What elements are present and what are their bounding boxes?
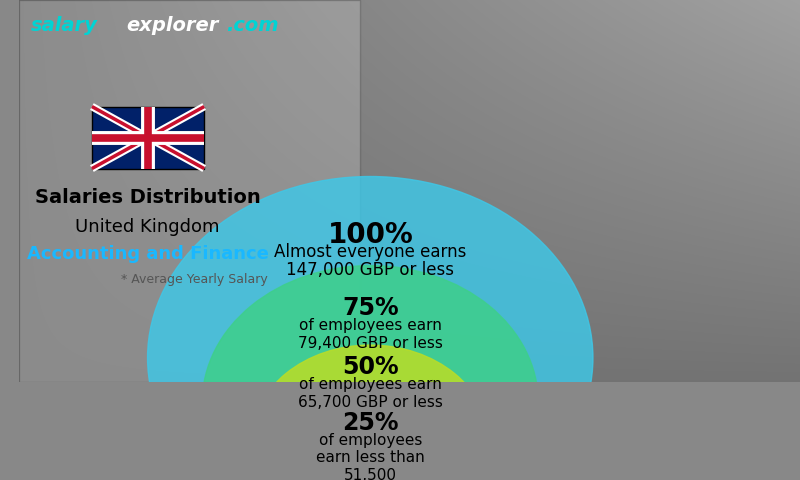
Text: * Average Yearly Salary: * Average Yearly Salary [121, 274, 268, 287]
Text: 100%: 100% [327, 220, 413, 249]
FancyBboxPatch shape [92, 107, 204, 168]
Text: 25%: 25% [342, 411, 398, 435]
Text: explorer: explorer [126, 16, 218, 35]
Text: of employees earn: of employees earn [299, 377, 442, 392]
Text: of employees earn: of employees earn [299, 319, 442, 334]
Text: United Kingdom: United Kingdom [75, 217, 220, 236]
Text: of employees: of employees [318, 433, 422, 448]
Circle shape [296, 418, 445, 480]
Circle shape [251, 345, 490, 480]
FancyBboxPatch shape [18, 0, 361, 382]
Text: 147,000 GBP or less: 147,000 GBP or less [286, 261, 454, 278]
Text: salary: salary [30, 16, 98, 35]
Circle shape [147, 177, 593, 480]
Text: Salaries Distribution: Salaries Distribution [34, 188, 261, 207]
Text: 50%: 50% [342, 355, 398, 379]
Text: Almost everyone earns: Almost everyone earns [274, 243, 466, 261]
Text: 65,700 GBP or less: 65,700 GBP or less [298, 395, 442, 410]
Text: 51,500: 51,500 [344, 468, 397, 480]
Text: 75%: 75% [342, 297, 398, 321]
Text: Accounting and Finance: Accounting and Finance [26, 245, 269, 264]
Text: .com: .com [226, 16, 278, 35]
Text: earn less than: earn less than [316, 450, 425, 466]
Circle shape [202, 265, 538, 480]
Text: 79,400 GBP or less: 79,400 GBP or less [298, 336, 442, 351]
